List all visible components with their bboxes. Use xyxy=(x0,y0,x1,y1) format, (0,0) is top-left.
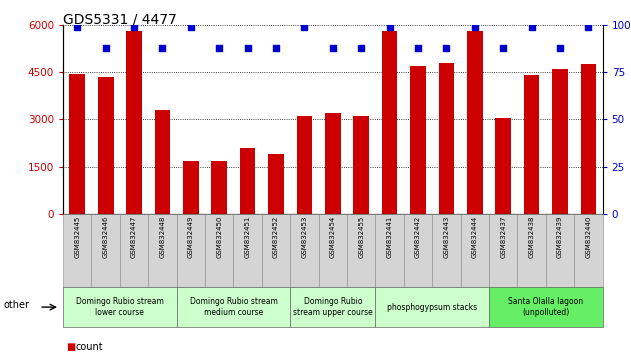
Bar xyxy=(183,160,199,214)
Point xyxy=(442,45,452,50)
Point xyxy=(328,45,338,50)
Bar xyxy=(524,75,540,214)
Point xyxy=(158,45,168,50)
Bar xyxy=(98,77,114,214)
Text: Domingo Rubio
stream upper course: Domingo Rubio stream upper course xyxy=(293,297,373,317)
Point xyxy=(271,45,281,50)
Point xyxy=(214,45,225,50)
Text: GSM832437: GSM832437 xyxy=(500,216,506,258)
Point xyxy=(299,24,309,29)
Text: Domingo Rubio stream
medium course: Domingo Rubio stream medium course xyxy=(189,297,278,317)
Text: GSM832442: GSM832442 xyxy=(415,216,421,258)
Text: GSM832451: GSM832451 xyxy=(245,216,251,258)
Bar xyxy=(268,154,284,214)
Text: GSM832447: GSM832447 xyxy=(131,216,137,258)
Bar xyxy=(410,66,426,214)
Point xyxy=(101,45,111,50)
Text: GSM832446: GSM832446 xyxy=(103,216,109,258)
Text: GSM832449: GSM832449 xyxy=(188,216,194,258)
Point xyxy=(129,24,139,29)
Point xyxy=(356,45,366,50)
Text: Domingo Rubio stream
lower course: Domingo Rubio stream lower course xyxy=(76,297,164,317)
Text: other: other xyxy=(3,300,29,310)
Text: GSM832450: GSM832450 xyxy=(216,216,222,258)
Point xyxy=(555,45,565,50)
Bar xyxy=(439,63,454,214)
Text: ■: ■ xyxy=(66,342,76,352)
Point xyxy=(243,45,253,50)
Bar xyxy=(240,148,256,214)
Text: phosphogypsum stacks: phosphogypsum stacks xyxy=(387,303,477,312)
Text: GSM832439: GSM832439 xyxy=(557,216,563,258)
Bar xyxy=(353,116,369,214)
Bar xyxy=(69,74,85,214)
Text: GSM832444: GSM832444 xyxy=(472,216,478,258)
Text: GSM832453: GSM832453 xyxy=(302,216,307,258)
Point xyxy=(526,24,536,29)
Text: GSM832454: GSM832454 xyxy=(330,216,336,258)
Text: GSM832440: GSM832440 xyxy=(586,216,591,258)
Bar xyxy=(126,31,142,214)
Point xyxy=(413,45,423,50)
Text: GSM832438: GSM832438 xyxy=(529,216,534,258)
Bar xyxy=(325,113,341,214)
Text: GSM832448: GSM832448 xyxy=(160,216,165,258)
Point xyxy=(498,45,509,50)
Bar xyxy=(155,110,170,214)
Text: GSM832441: GSM832441 xyxy=(387,216,392,258)
Point xyxy=(584,24,594,29)
Text: Santa Olalla lagoon
(unpolluted): Santa Olalla lagoon (unpolluted) xyxy=(508,297,584,317)
Text: GSM832455: GSM832455 xyxy=(358,216,364,258)
Bar xyxy=(382,31,398,214)
Text: GDS5331 / 4477: GDS5331 / 4477 xyxy=(63,12,177,27)
Bar xyxy=(581,64,596,214)
Text: count: count xyxy=(76,342,103,352)
Bar xyxy=(211,160,227,214)
Point xyxy=(469,24,480,29)
Bar xyxy=(495,118,511,214)
Bar xyxy=(297,116,312,214)
Text: GSM832443: GSM832443 xyxy=(444,216,449,258)
Point xyxy=(72,24,82,29)
Text: GSM832452: GSM832452 xyxy=(273,216,279,258)
Point xyxy=(385,24,395,29)
Text: GSM832445: GSM832445 xyxy=(74,216,80,258)
Bar xyxy=(467,31,483,214)
Point xyxy=(186,24,196,29)
Bar xyxy=(552,69,568,214)
